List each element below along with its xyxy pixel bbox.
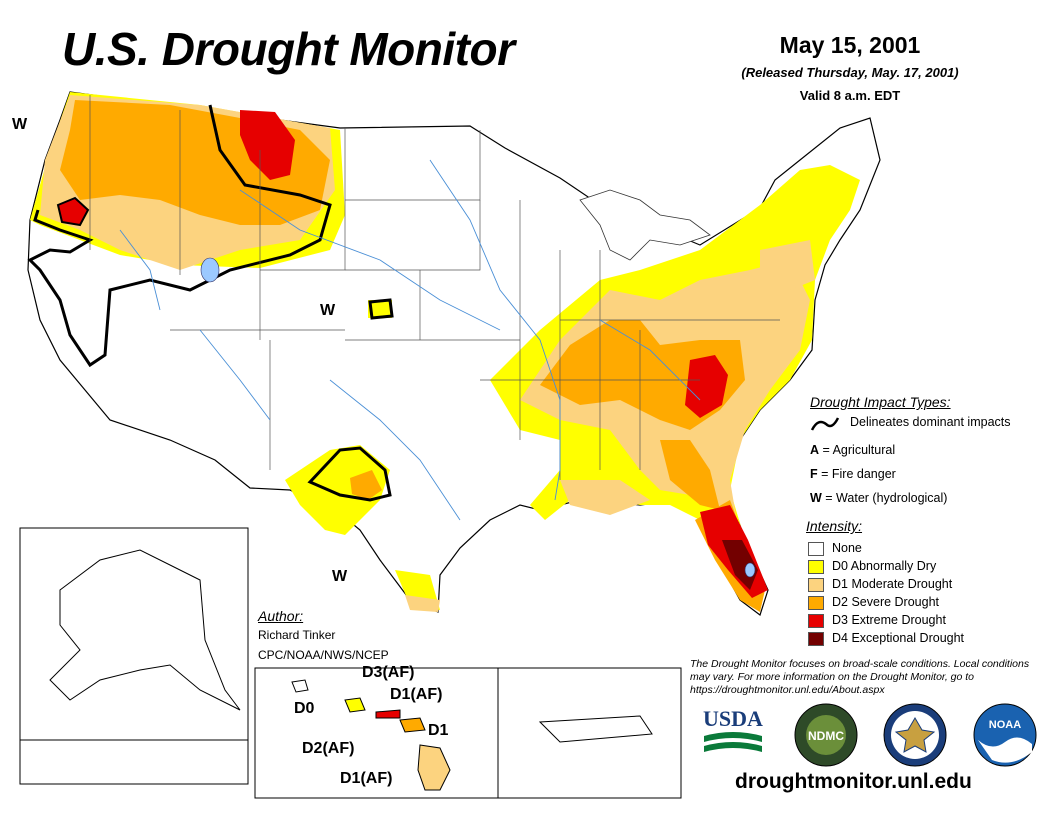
- intensity-row-d1: D1 Moderate Drought: [808, 577, 952, 592]
- d0-region-texas: [285, 445, 390, 535]
- map-date: May 15, 2001: [779, 32, 921, 58]
- great-salt-lake: [200, 257, 220, 283]
- disclaimer-text: The Drought Monitor focuses on broad-sca…: [690, 658, 1030, 696]
- intensity-row-d0: D0 Abnormally Dry: [808, 559, 936, 574]
- alaska-outline: [49, 549, 241, 711]
- impact-boundary-northwest: [27, 104, 332, 368]
- d0-region-kansas: [368, 300, 392, 318]
- intensity-legend-title: Intensity:: [806, 518, 863, 534]
- d1-region-texas-coast: [405, 595, 440, 612]
- great-lakes: [579, 189, 711, 261]
- d2-region-georgia: [660, 440, 720, 510]
- noaa-logo: NOAA: [972, 702, 1038, 773]
- commerce-seal: [882, 702, 948, 773]
- hawaii-maui: [399, 717, 426, 733]
- author-name: Richard Tinker: [258, 628, 336, 642]
- lake-okeechobee: [744, 562, 756, 578]
- author-title: Author:: [258, 608, 304, 624]
- swatch-d0: [808, 559, 824, 574]
- label-hawaii-d1af-top: D1(AF): [390, 686, 443, 703]
- usda-logo: USDA: [700, 702, 766, 763]
- impact-line-sample: [810, 417, 840, 431]
- d1-region-florida-panhandle: [560, 480, 650, 515]
- author-org: CPC/NOAA/NWS/NCEP: [258, 648, 389, 662]
- swatch-d4: [808, 631, 824, 646]
- d1-region-northeast: [760, 240, 815, 290]
- ndmc-logo: NDMC: [793, 702, 859, 773]
- label-hawaii-d1af-bottom: D1(AF): [340, 770, 393, 787]
- ndmc-logo-text: NDMC: [808, 729, 844, 743]
- label-hawaii-d3af: D3(AF): [362, 664, 415, 681]
- impact-legend-water: W = Water (hydrological): [810, 491, 948, 505]
- swatch-none: [808, 541, 824, 556]
- d2-region-texas: [350, 470, 382, 500]
- d3-region-oregon: [56, 196, 90, 227]
- impact-boundary-kansas: [368, 298, 394, 320]
- intensity-row-none: None: [808, 541, 862, 556]
- rivers: [119, 159, 701, 521]
- valid-time: Valid 8 a.m. EDT: [799, 88, 901, 103]
- hawaii-molokai: [375, 709, 401, 719]
- intensity-row-d4: D4 Exceptional Drought: [808, 631, 964, 646]
- label-w-northwest: W: [12, 116, 28, 133]
- swatch-d1: [808, 577, 824, 592]
- label-w-texas: W: [332, 568, 348, 585]
- intensity-row-d3: D3 Extreme Drought: [808, 613, 946, 628]
- release-date: (Released Thursday, May. 17, 2001): [741, 65, 959, 80]
- intensity-row-d2: D2 Severe Drought: [808, 595, 939, 610]
- swatch-d3: [808, 613, 824, 628]
- d3-region-montana: [240, 110, 295, 180]
- puerto-rico-outline: [538, 715, 653, 743]
- impact-legend-fire: F = Fire danger: [810, 467, 896, 481]
- label-hawaii-d0: D0: [294, 700, 315, 717]
- state-boundaries: [89, 95, 780, 480]
- label-hawaii-d2af: D2(AF): [302, 740, 355, 757]
- label-w-kansas: W: [320, 302, 336, 319]
- label-hawaii-d1: D1: [428, 722, 449, 739]
- impact-boundary-texas: [307, 446, 392, 502]
- hawaii-oahu: [344, 697, 366, 713]
- d3-region-carolinas: [685, 355, 728, 418]
- impact-legend-delineates: Delineates dominant impacts: [850, 415, 1011, 429]
- hawaii-kauai: [291, 679, 309, 693]
- hawaii-big-island: [417, 744, 451, 791]
- noaa-logo-text: NOAA: [989, 719, 1021, 731]
- swatch-d2: [808, 595, 824, 610]
- usda-logo-text: USDA: [703, 706, 763, 731]
- website-url[interactable]: droughtmonitor.unl.edu: [735, 770, 972, 793]
- d4-region-florida: [722, 540, 758, 590]
- impact-legend-title: Drought Impact Types:: [810, 394, 951, 410]
- map-title: U.S. Drought Monitor: [62, 23, 515, 75]
- impact-legend-agricultural: A = Agricultural: [810, 443, 896, 457]
